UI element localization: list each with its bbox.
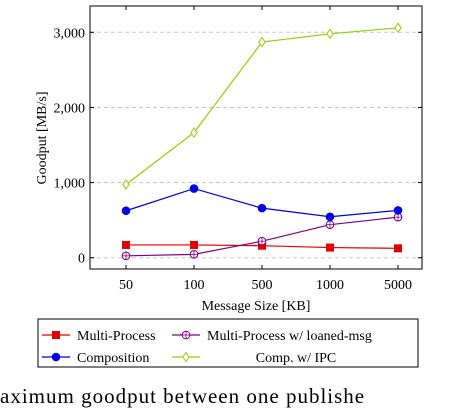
grid-lines xyxy=(90,31,422,259)
legend-swatch-marker xyxy=(51,352,61,362)
x-tick-label: 1000 xyxy=(316,278,344,293)
x-tick-label: 100 xyxy=(184,278,205,293)
data-point-multi-process-w-loaned-msg xyxy=(121,251,131,261)
series-line-composition xyxy=(125,187,399,218)
data-point-comp-w-ipc xyxy=(190,127,198,138)
legend: Multi-Process Multi-Process w/ loaned-msg… xyxy=(37,318,419,368)
y-axis-title: Goodput [MB/s] xyxy=(35,92,50,185)
legend-box xyxy=(37,318,419,368)
series-line-multi-process-w-loaned-msg xyxy=(125,216,399,257)
x-tick-label: 5000 xyxy=(384,278,412,293)
legend-swatch-marker xyxy=(182,351,190,363)
legend-label: Multi-Process xyxy=(77,329,156,344)
legend-label: Comp. w/ IPC xyxy=(256,351,337,366)
data-point-multi-process xyxy=(394,244,402,253)
series-multi-process xyxy=(122,240,402,253)
x-tick-label: 50 xyxy=(119,278,133,293)
y-tick-label: 2,000 xyxy=(54,101,86,116)
data-point-composition xyxy=(257,203,267,213)
legend-item: Multi-Process w/ loaned-msg xyxy=(172,329,372,344)
data-point-composition xyxy=(325,212,335,222)
data-point-composition xyxy=(393,206,403,215)
series-composition xyxy=(121,184,403,222)
data-point-comp-w-ipc xyxy=(326,28,334,40)
data-point-multi-process xyxy=(326,243,334,252)
x-axis-title: Message Size [KB] xyxy=(202,299,311,314)
data-point-multi-process xyxy=(190,240,198,249)
legend-swatch-marker xyxy=(181,330,191,340)
axis-ticks: 0 1,000 2,000 3,000 50 100 500 1000 5000 xyxy=(54,6,422,293)
caption-text: aximum goodput between one publishe xyxy=(0,384,366,408)
data-point-composition xyxy=(121,206,131,216)
legend-label: Multi-Process w/ loaned-msg xyxy=(207,329,372,344)
legend-item: Composition xyxy=(42,351,149,366)
data-point-multi-process-w-loaned-msg xyxy=(257,236,267,246)
plot-frame xyxy=(89,5,423,270)
legend-swatch-marker xyxy=(52,331,60,339)
y-tick-label: 0 xyxy=(78,252,85,267)
data-point-multi-process-w-loaned-msg xyxy=(189,250,199,259)
data-point-comp-w-ipc xyxy=(258,36,266,48)
legend-item: Comp. w/ IPC xyxy=(172,351,336,366)
data-point-multi-process xyxy=(122,240,130,249)
legend-item: Multi-Process xyxy=(42,329,156,344)
series-layer xyxy=(121,22,403,261)
series-line-comp-w-ipc xyxy=(125,27,399,185)
y-tick-label: 3,000 xyxy=(54,26,86,41)
y-tick-label: 1,000 xyxy=(54,177,86,192)
data-point-composition xyxy=(189,184,199,193)
data-point-multi-process-w-loaned-msg xyxy=(325,220,335,229)
series-multi-process-w-loaned-msg xyxy=(121,212,403,261)
series-comp-w-ipc xyxy=(122,22,402,190)
data-point-comp-w-ipc xyxy=(394,22,402,34)
legend-label: Composition xyxy=(77,351,149,366)
x-tick-label: 500 xyxy=(252,278,273,293)
data-point-comp-w-ipc xyxy=(122,179,130,190)
